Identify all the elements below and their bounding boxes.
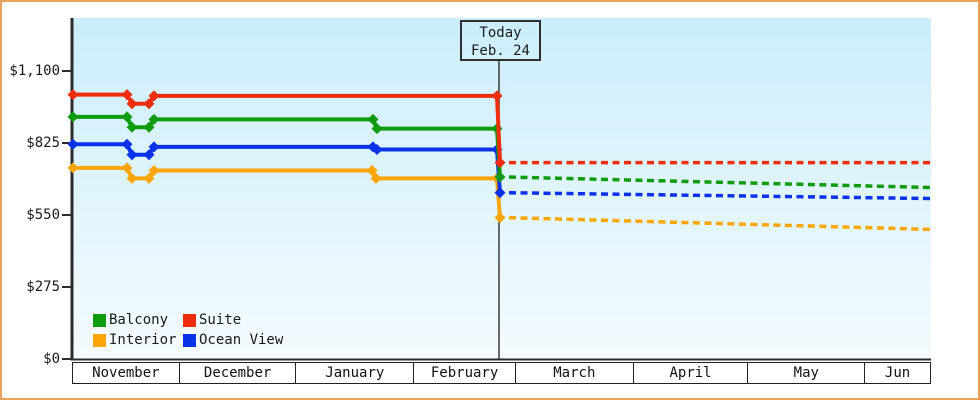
data-point-marker [121, 111, 133, 123]
month-cell-jun: Jun [864, 363, 930, 383]
y-axis-label: $1,100 [9, 63, 60, 79]
legend-item-interior: Interior [93, 332, 177, 348]
legend-item-suite: Suite [183, 312, 242, 328]
y-axis-label: $275 [26, 279, 60, 295]
data-point-marker [121, 89, 133, 101]
y-axis-label: $825 [26, 135, 60, 151]
data-point-marker [491, 90, 503, 102]
legend-color-swatch [93, 313, 106, 327]
series-forecast-line [508, 215, 931, 232]
today-date: Feb. 24 [470, 43, 530, 59]
legend-color-swatch [183, 333, 196, 347]
data-point-marker [126, 121, 138, 133]
y-axis-label: $0 [43, 351, 60, 367]
data-point-marker [126, 149, 138, 161]
month-axis: November December January February March Apri… [72, 362, 931, 384]
data-point-marker [494, 171, 506, 183]
month-cell-december: December [178, 363, 296, 383]
legend-label: Ocean View [199, 332, 284, 348]
data-point-marker [121, 138, 133, 150]
y-axis-ticks [62, 70, 71, 360]
data-point-marker [148, 90, 160, 102]
series-balcony [67, 111, 931, 190]
month-cell-march: March [514, 363, 633, 383]
series-suite [67, 89, 930, 169]
y-axis-label: $550 [26, 207, 60, 223]
month-cell-april: April [632, 363, 748, 383]
month-cell-january: January [295, 363, 413, 383]
data-point-marker [371, 123, 383, 135]
month-cell-february: February [413, 363, 515, 383]
plot-background [73, 18, 931, 359]
data-point-marker [143, 149, 155, 161]
data-point-marker [494, 212, 506, 224]
legend-item-ocean-view: Ocean View [183, 332, 284, 348]
data-point-marker [367, 113, 379, 125]
series-forecast-line [508, 190, 931, 201]
data-point-marker [67, 89, 79, 101]
data-point-marker [148, 113, 160, 125]
data-point-marker [366, 164, 378, 176]
data-point-marker [370, 172, 382, 184]
series-forecast-line [508, 175, 931, 190]
data-point-marker [67, 162, 79, 174]
data-point-marker [67, 138, 79, 150]
data-point-marker [67, 111, 79, 123]
legend-label: Suite [199, 312, 242, 328]
month-cell-may: May [747, 363, 864, 383]
today-flag: Today Feb. 24 [460, 20, 541, 61]
data-point-marker [494, 187, 506, 199]
data-point-marker [126, 172, 138, 184]
legend-color-swatch [93, 333, 106, 347]
series-interior [67, 162, 931, 232]
data-point-marker [371, 144, 383, 156]
data-point-marker [121, 162, 133, 174]
data-point-marker [494, 157, 506, 169]
data-point-marker [126, 98, 138, 110]
legend-label: Balcony [109, 312, 169, 328]
data-point-marker [143, 98, 155, 110]
data-point-marker [148, 164, 160, 176]
month-cell-november: November [92, 365, 160, 381]
data-point-marker [143, 172, 155, 184]
legend-item-balcony: Balcony [93, 312, 169, 328]
data-point-marker [143, 121, 155, 133]
legend-label: Interior [109, 332, 177, 348]
data-point-marker [148, 141, 160, 153]
legend-color-swatch [183, 313, 196, 327]
today-label: Today [479, 25, 522, 41]
series-ocean-view [67, 138, 931, 201]
